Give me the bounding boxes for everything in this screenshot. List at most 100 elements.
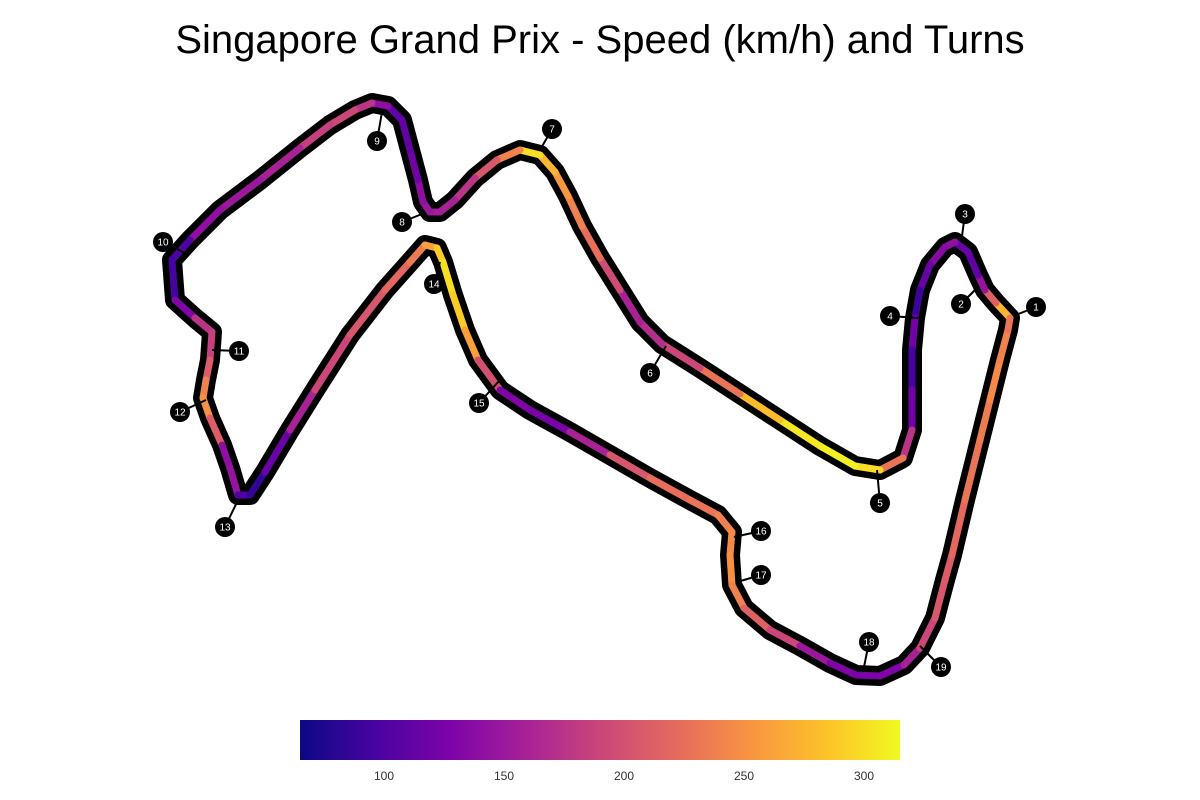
colorbar-tick-label: 100 <box>374 769 394 783</box>
track-segment <box>908 314 919 354</box>
track-segment <box>406 241 429 266</box>
track-segment <box>471 156 501 182</box>
turn-number-label: 7 <box>549 125 555 136</box>
track-segment <box>216 176 264 214</box>
track-segment <box>168 256 179 304</box>
turn-marker: 7 <box>539 119 562 151</box>
track-segment <box>851 462 884 474</box>
turn-badge <box>880 306 900 326</box>
track-segment <box>776 416 824 450</box>
turn-number-label: 3 <box>962 210 968 221</box>
track-segment <box>726 551 736 589</box>
turn-number-label: 4 <box>887 312 893 323</box>
track-segment <box>714 511 736 536</box>
track-segment <box>218 441 234 472</box>
turn-badge <box>392 212 412 232</box>
colorbar-tick-label: 150 <box>494 769 514 783</box>
track-segment <box>261 426 294 476</box>
turn-marker: 19 <box>919 645 951 677</box>
track-segment <box>449 291 469 334</box>
track-segment <box>996 326 1012 364</box>
colorbar-tick-label: 300 <box>854 769 874 783</box>
track-segment <box>326 106 359 129</box>
track-segment <box>493 146 524 164</box>
track-segment <box>414 176 427 206</box>
turn-marker: 9 <box>367 111 387 151</box>
track-segment <box>398 116 414 154</box>
turn-badge <box>367 131 387 151</box>
track-segment <box>191 314 216 336</box>
turn-number-label: 2 <box>958 300 964 311</box>
track-segment <box>564 192 586 230</box>
track-segment <box>578 222 604 262</box>
turn-number-label: 18 <box>863 638 875 649</box>
turn-number-label: 13 <box>219 523 231 534</box>
track-segment <box>616 286 644 326</box>
turn-number-label: 14 <box>428 280 440 291</box>
track-segment <box>406 146 422 184</box>
turn-badge <box>870 493 890 513</box>
track-segment <box>646 474 694 504</box>
turn-marker: 15 <box>469 379 501 413</box>
turn-badge <box>542 119 562 139</box>
track-segment <box>740 604 774 634</box>
track-segment <box>526 406 574 436</box>
track-segment <box>876 454 907 474</box>
turn-number-label: 12 <box>174 408 186 419</box>
track-segment <box>171 296 199 322</box>
turn-badge <box>170 402 190 422</box>
turn-marker: 4 <box>880 306 919 326</box>
colorbar-gradient <box>300 720 900 760</box>
turn-badge <box>229 341 249 361</box>
turn-number-label: 19 <box>935 663 947 674</box>
turn-badge <box>215 517 235 537</box>
track-segment <box>451 174 479 204</box>
track-segment <box>606 451 654 482</box>
track-segment <box>964 248 982 279</box>
turn-badge <box>1026 297 1046 317</box>
colorbar-tick-label: 250 <box>734 769 754 783</box>
turn-badge <box>640 363 660 383</box>
track-segment <box>206 328 216 364</box>
track-segment <box>961 436 984 504</box>
track-segment <box>566 428 614 459</box>
track-segment <box>796 642 834 667</box>
turn-marker: 18 <box>859 632 879 673</box>
track-segment <box>696 364 744 398</box>
track-segment <box>246 468 269 499</box>
track-segment <box>461 326 482 364</box>
track-outline-path <box>162 93 1020 686</box>
track-segment <box>1004 314 1014 334</box>
track-segment <box>766 626 804 650</box>
track-segment <box>852 671 884 680</box>
turn-badge <box>424 274 444 294</box>
turn-number-label: 9 <box>374 137 380 148</box>
track-segment <box>686 496 722 519</box>
track-segment <box>658 340 704 372</box>
turn-number-label: 16 <box>755 527 767 538</box>
track-segment <box>256 144 304 184</box>
track-segment <box>726 528 736 559</box>
turn-number-label: 11 <box>234 347 245 358</box>
chart-title: Singapore Grand Prix - Speed (km/h) and … <box>175 18 1025 62</box>
track-segment <box>296 121 334 152</box>
track-segment <box>536 151 559 176</box>
track-segment <box>948 496 969 559</box>
track-segment <box>736 390 784 424</box>
turn-badge <box>951 294 971 314</box>
turn-badge <box>931 657 951 677</box>
turn-marker: 6 <box>640 345 667 383</box>
turn-marker: 5 <box>870 469 890 513</box>
turn-badge <box>955 204 975 224</box>
track-segment <box>311 331 354 394</box>
track-segment <box>439 258 457 299</box>
turn-number-label: 5 <box>877 499 883 510</box>
track-segment <box>496 386 534 414</box>
track-segment <box>816 442 859 470</box>
turn-number-label: 1 <box>1033 303 1039 314</box>
track-segment <box>876 661 908 680</box>
turn-marker: 1 <box>1015 297 1046 317</box>
track-outline <box>162 93 1020 686</box>
